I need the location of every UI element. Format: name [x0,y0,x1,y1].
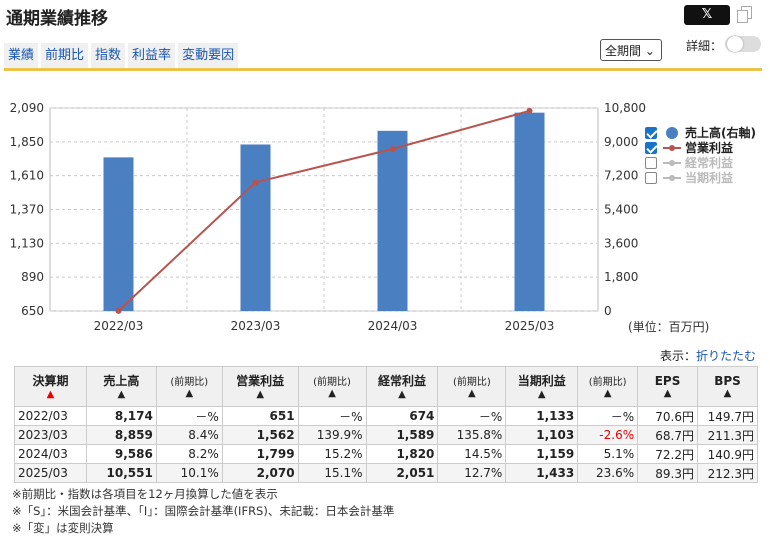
y-right-tick-label: 0 [604,304,612,318]
table-header-row: 決算期 ▲ 売上高 ▲ (前期比) ▲ 営業利益 ▲ (前期比) ▲ 経常利益 ▲ (前期比… [14,366,758,407]
x-tick-label: 2025/03 [505,319,555,333]
sort-icon: ▲ [663,387,672,399]
y-left-tick-label: 1,610 [10,169,44,183]
legend-label: 当期利益 [685,171,734,185]
sort-icon: ▲ [603,388,612,399]
col-operating[interactable]: 営業利益 ▲ [221,366,299,407]
sort-asc-icon: ▲ [46,389,55,400]
checkbox[interactable] [645,141,657,154]
note: ※「変」は変則決算 [12,521,114,535]
bar-sales [377,130,408,311]
y-left-tick-label: 1,130 [10,236,44,250]
tab-bar: 業績 前期比 指数 利益率 変動要因 [4,43,241,68]
table-row: 2023/03 8,859 8.4% 1,562 139.9% 1,589 135.8% 1,… [14,425,758,445]
bar-sales [240,144,271,311]
note: ※「S」：米国会計基準、「I」：国際会計基準(IFRS)、未記載：日本会計基準 [12,504,395,518]
point-operating [115,307,122,314]
col-net[interactable]: 当期利益 ▲ [505,366,579,407]
x-tick-label: 2023/03 [231,319,281,333]
sort-icon: ▲ [256,389,265,400]
copy-icon[interactable] [737,6,753,24]
y-right-tick-label: 10,800 [604,101,646,115]
col-net-ratio[interactable]: (前期比) ▲ [577,366,639,407]
tab-index[interactable]: 指数 [91,43,126,68]
y-right-tick-label: 7,200 [604,169,638,183]
legend-label: 経常利益 [685,156,734,170]
x-share-button[interactable]: 𝕏 [684,5,730,25]
sort-icon: ▲ [328,388,336,399]
col-sales[interactable]: 売上高 ▲ [85,366,157,407]
y-left-tick-label: 2,090 [10,101,44,115]
note: ※前期比・指数は各項目を12ヶ月換算した値を表示 [12,487,278,501]
sort-icon: ▲ [468,388,476,399]
sort-icon: ▲ [398,389,406,400]
unit-label: (単位：百万円) [628,320,710,334]
col-sales-ratio[interactable]: (前期比) ▲ [155,366,223,407]
y-left-tick-label: 890 [21,270,44,284]
x-tick-label: 2022/03 [94,319,144,333]
sort-icon: ▲ [117,389,126,400]
legend-label: 営業利益 [685,141,734,155]
y-right-tick-label: 1,800 [604,270,638,284]
table-row: 2025/03 10,551 10.1% 2,070 15.1% 2,051 12.7% 1,… [14,463,758,483]
legend: 売上高(右軸) 営業利益 経常利益 当期利益 [645,125,756,185]
bar-sales [103,157,134,311]
line-operating [117,109,530,312]
point-operating [389,146,396,153]
collapse-link[interactable]: 折りたたむ [696,349,757,363]
col-period[interactable]: 決算期 ▲ [14,366,87,407]
y-left-tick-label: 1,850 [10,135,44,149]
col-eps[interactable]: EPS ▲ [637,366,698,407]
legend-item-operating[interactable]: 営業利益 [645,140,756,155]
y-right-tick-label: 5,400 [604,203,638,217]
footnotes: ※前期比・指数は各項目を12ヶ月換算した値を表示 ※「S」：米国会計基準、「I」… [12,486,394,537]
table-row: 2022/03 8,174 －% 651 －% 674 －% 1,133 －% 70.6円 149.… [14,406,758,426]
period-select[interactable]: 全期間 ⌄ [600,39,662,61]
col-bps[interactable]: BPS ▲ [697,366,758,407]
checkbox[interactable] [645,171,657,184]
col-operating-ratio[interactable]: (前期比) ▲ [297,366,367,407]
tab-factors[interactable]: 変動要因 [178,43,239,68]
y-left-tick-label: 1,370 [10,203,44,217]
sort-icon: ▲ [185,388,194,399]
tab-yoy[interactable]: 前期比 [41,43,89,68]
y-right-tick-label: 9,000 [604,135,638,149]
legend-item-sales[interactable]: 売上高(右軸) [645,125,756,140]
legend-item-ordinary[interactable]: 経常利益 [645,155,756,170]
sort-icon: ▲ [537,389,546,400]
chevron-down-icon: ⌄ [644,44,655,58]
legend-label: 売上高(右軸) [685,126,756,140]
tab-underline [4,68,762,71]
bar-sales [514,112,545,312]
detail-label: 詳細： [686,39,723,53]
legend-item-net[interactable]: 当期利益 [645,170,756,185]
results-table: 決算期 ▲ 売上高 ▲ (前期比) ▲ 営業利益 ▲ (前期比) ▲ 経常利益 ▲ (前期比… [14,366,758,483]
chart: 2,090 1,850 1,610 1,370 1,130 890 650 10,800 9,… [10,101,646,333]
display-toggle: 表示：折りたたむ [660,349,757,363]
sort-icon: ▲ [723,387,732,399]
col-ordinary[interactable]: 経常利益 ▲ [365,366,439,407]
y-right-tick-label: 3,600 [604,236,638,250]
checkbox[interactable] [645,126,657,139]
table-row: 2024/03 9,586 8.2% 1,799 15.2% 1,820 14.5% 1,15… [14,444,758,464]
col-ordinary-ratio[interactable]: (前期比) ▲ [437,366,507,407]
point-operating [526,107,533,114]
point-operating [252,179,259,186]
page-title: 通期業績推移 [6,9,108,29]
detail-toggle[interactable] [725,36,761,52]
y-left-tick-label: 650 [21,304,44,318]
tab-performance[interactable]: 業績 [4,43,39,68]
tab-margin[interactable]: 利益率 [128,43,176,68]
x-tick-label: 2024/03 [368,319,418,333]
checkbox[interactable] [645,156,657,169]
